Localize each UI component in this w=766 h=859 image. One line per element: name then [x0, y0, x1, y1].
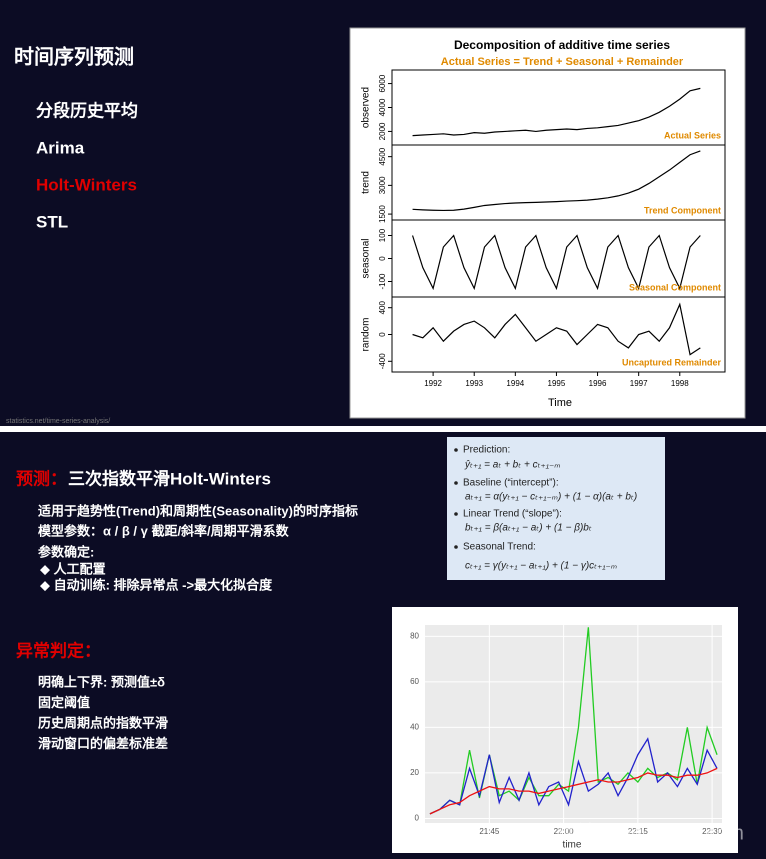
- y-tick-label: -100: [378, 273, 387, 290]
- series-line: [412, 150, 701, 212]
- y-tick-label: 4000: [378, 98, 387, 116]
- y-tick-label: 0: [415, 814, 420, 823]
- y-tick-label: 40: [410, 723, 419, 732]
- x-tick-label: 22:30: [702, 827, 723, 836]
- menu-item: 分段历史平均: [36, 100, 138, 120]
- menu-item: STL: [36, 212, 68, 231]
- y-axis-label: observed: [361, 87, 372, 128]
- y-tick-label: 60: [410, 677, 419, 686]
- x-tick-label: 22:15: [628, 827, 649, 836]
- series-line: [429, 767, 718, 815]
- annotation: Trend Component: [644, 205, 721, 215]
- body-line: 模型参数：α / β / γ 截距/斜率/周期平滑系数: [38, 523, 290, 538]
- heading: 三次指数平滑Holt-Winters: [68, 468, 271, 488]
- x-tick-label: 21:45: [479, 827, 500, 836]
- bullet: [454, 545, 458, 549]
- body-line: 参数确定:: [38, 544, 94, 559]
- watermark: 云栖社区 yq.aliyun.com: [536, 821, 744, 844]
- formula: bₜ₊₁ = β(aₜ₊₁ − aₜ) + (1 − β)bₜ: [465, 523, 592, 534]
- formula: ŷₜ₊₁ = aₜ + bₜ + cₜ₊₁₋ₘ: [464, 460, 560, 471]
- formula: aₜ₊₁ = α(yₜ₊₁ − cₜ₊₁₋ₘ) + (1 − α)(aₜ + b…: [465, 492, 637, 503]
- y-tick-label: 0: [378, 332, 387, 337]
- decomposition-panel: [349, 27, 746, 419]
- y-tick-label: 400: [378, 300, 387, 314]
- y-tick-label: 2000: [378, 122, 387, 140]
- annotation: Seasonal Component: [629, 282, 721, 292]
- y-tick-label: 80: [410, 631, 419, 640]
- formula: cₜ₊₁ = γ(yₜ₊₁ − aₜ₊₁) + (1 − γ)cₜ₊₁₋ₘ: [465, 561, 617, 572]
- y-axis-label: trend: [361, 171, 372, 194]
- y-tick-label: 20: [410, 768, 419, 777]
- chart-subtitle: Actual Series = Trend + Seasonal + Remai…: [441, 56, 684, 68]
- bullet: [454, 512, 458, 516]
- formula-name: Prediction:: [463, 445, 510, 456]
- body-line: ◆ 人工配置: [40, 561, 106, 576]
- source: statistics.net/time-series-analysis/: [6, 418, 110, 425]
- chart-title: Decomposition of additive time series: [454, 38, 670, 52]
- x-axis-label: Time: [548, 397, 572, 409]
- formula-box: [447, 437, 665, 580]
- y-axis-label: seasonal: [361, 238, 372, 278]
- heading-label: 预测：: [16, 468, 67, 488]
- menu-item: Holt-Winters: [36, 175, 137, 194]
- x-tick-label: 22:00: [554, 827, 575, 836]
- x-tick-label: 1993: [465, 379, 483, 388]
- slide-title: 时间序列预测: [14, 44, 134, 68]
- anomaly-item: 明确上下界: 预测值±δ: [38, 674, 165, 689]
- y-tick-label: 0: [378, 256, 387, 261]
- x-tick-label: 1992: [424, 379, 442, 388]
- y-tick-label: 1500: [378, 205, 387, 223]
- anomaly-item: 固定阈值: [38, 695, 90, 710]
- y-tick-label: 4500: [378, 147, 387, 165]
- anomaly-item: 滑动窗口的偏差标准差: [38, 736, 168, 751]
- body-line: 适用于趋势性(Trend)和周期性(Seasonality)的时序指标: [38, 503, 358, 518]
- x-tick-label: 1996: [589, 379, 607, 388]
- menu-item: Arima: [36, 138, 85, 157]
- y-tick-label: 100: [378, 228, 387, 242]
- formula-name: Baseline (“intercept”):: [463, 478, 559, 489]
- series-line: [412, 87, 701, 137]
- formula-name: Linear Trend (“slope”):: [463, 509, 562, 520]
- annotation: Uncaptured Remainder: [622, 357, 722, 367]
- series-line: [412, 302, 701, 356]
- x-tick-label: 1998: [671, 379, 689, 388]
- body-line: ◆ 自动训练: 排除异常点 ->最大化拟合度: [40, 577, 273, 592]
- anomaly-heading: 异常判定：: [16, 640, 101, 660]
- anomaly-item: 历史周期点的指数平滑: [38, 715, 168, 730]
- series-line: [411, 234, 701, 291]
- x-tick-label: 1997: [630, 379, 648, 388]
- formula-name: Seasonal Trend:: [463, 542, 536, 553]
- y-axis-label: random: [361, 318, 372, 352]
- plot-area: [425, 625, 722, 823]
- x-tick-label: 1995: [548, 379, 566, 388]
- bullet: [454, 448, 458, 452]
- x-tick-label: 1994: [506, 379, 524, 388]
- y-tick-label: 3000: [378, 176, 387, 194]
- x-axis-label: time: [563, 840, 582, 851]
- y-tick-label: 6000: [378, 74, 387, 92]
- bullet: [454, 481, 458, 485]
- annotation: Actual Series: [664, 130, 721, 140]
- y-tick-label: -400: [378, 353, 387, 370]
